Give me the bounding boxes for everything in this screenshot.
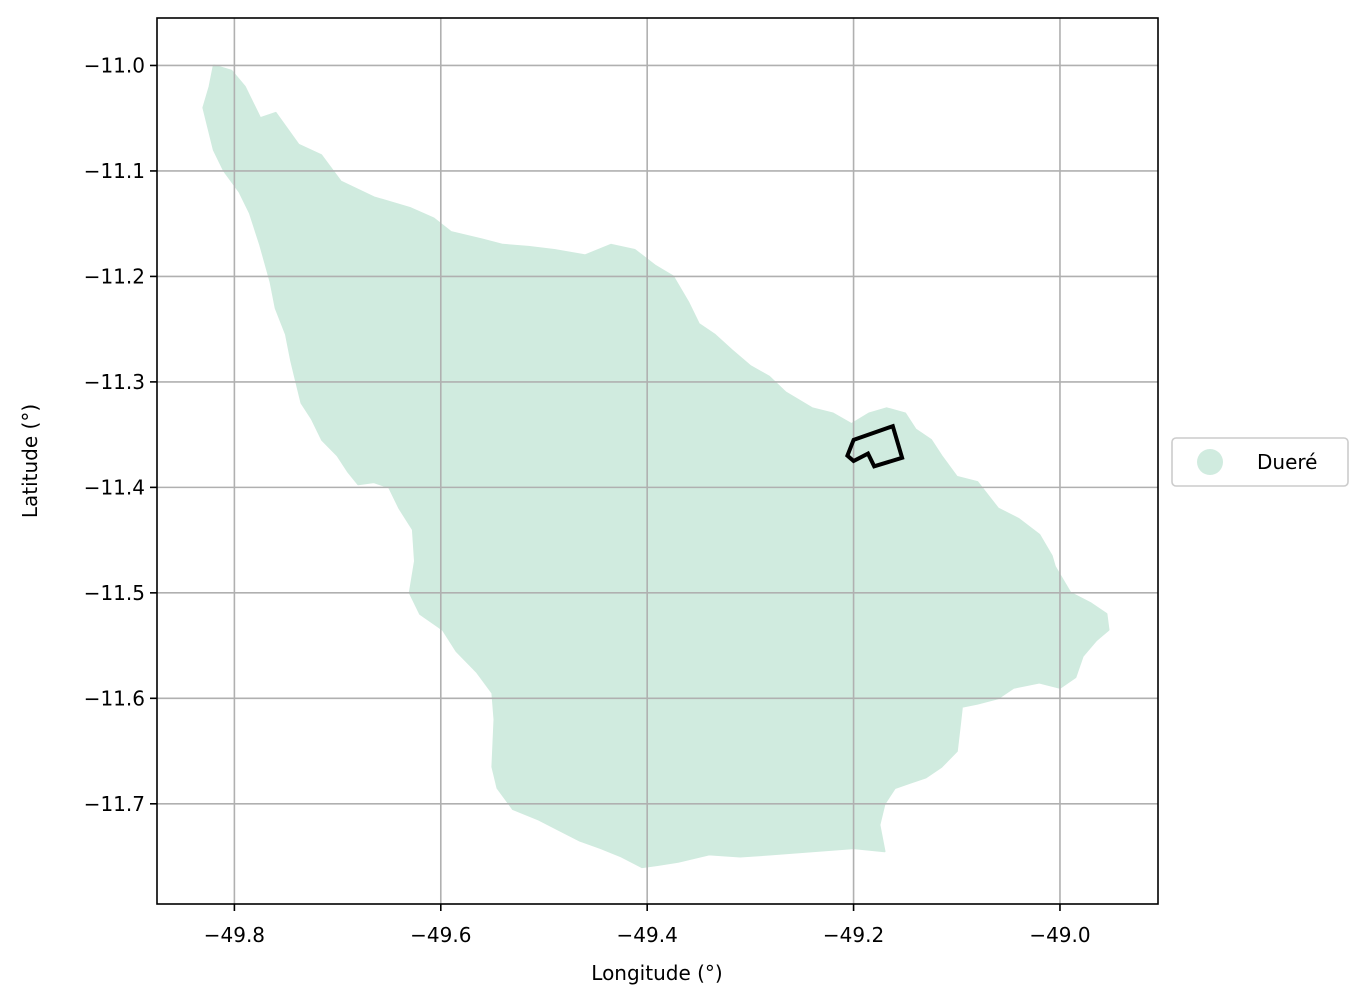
x-tick-label: −49.2 [823,923,884,947]
y-tick-label: −11.7 [84,792,145,816]
region-polygon-duere [202,64,1110,869]
legend-frame [1171,437,1349,487]
legend-label-duere: Dueré [1257,450,1317,474]
x-tick-label: −49.8 [204,923,265,947]
plot-frame [156,17,1159,905]
plot-area [157,18,1158,904]
y-tick-label: −11.6 [84,686,145,710]
x-tick-label: −49.4 [617,923,678,947]
y-tick-label: −11.3 [84,370,145,394]
legend-marker-duere [1197,449,1223,475]
x-tick-label: −49.6 [410,923,471,947]
x-axis-label: Longitude (°) [591,961,722,985]
y-tick-label: −11.4 [84,475,145,499]
y-tick-label: −11.0 [84,53,145,77]
x-tick-label: −49.0 [1029,923,1090,947]
grid-lines [157,18,1158,904]
legend: Dueré [1171,437,1349,487]
x-axis-ticks: −49.8 −49.6 −49.4 −49.2 −49.0 [204,904,1091,947]
y-axis-label: Latitude (°) [18,404,42,518]
y-tick-label: −11.5 [84,581,145,605]
y-tick-label: −11.1 [84,159,145,183]
y-axis-ticks: −11.0 −11.1 −11.2 −11.3 −11.4 −11.5 −11.6 −11.7 [84,53,157,816]
highlight-outline [845,423,905,469]
y-tick-label: −11.2 [84,264,145,288]
